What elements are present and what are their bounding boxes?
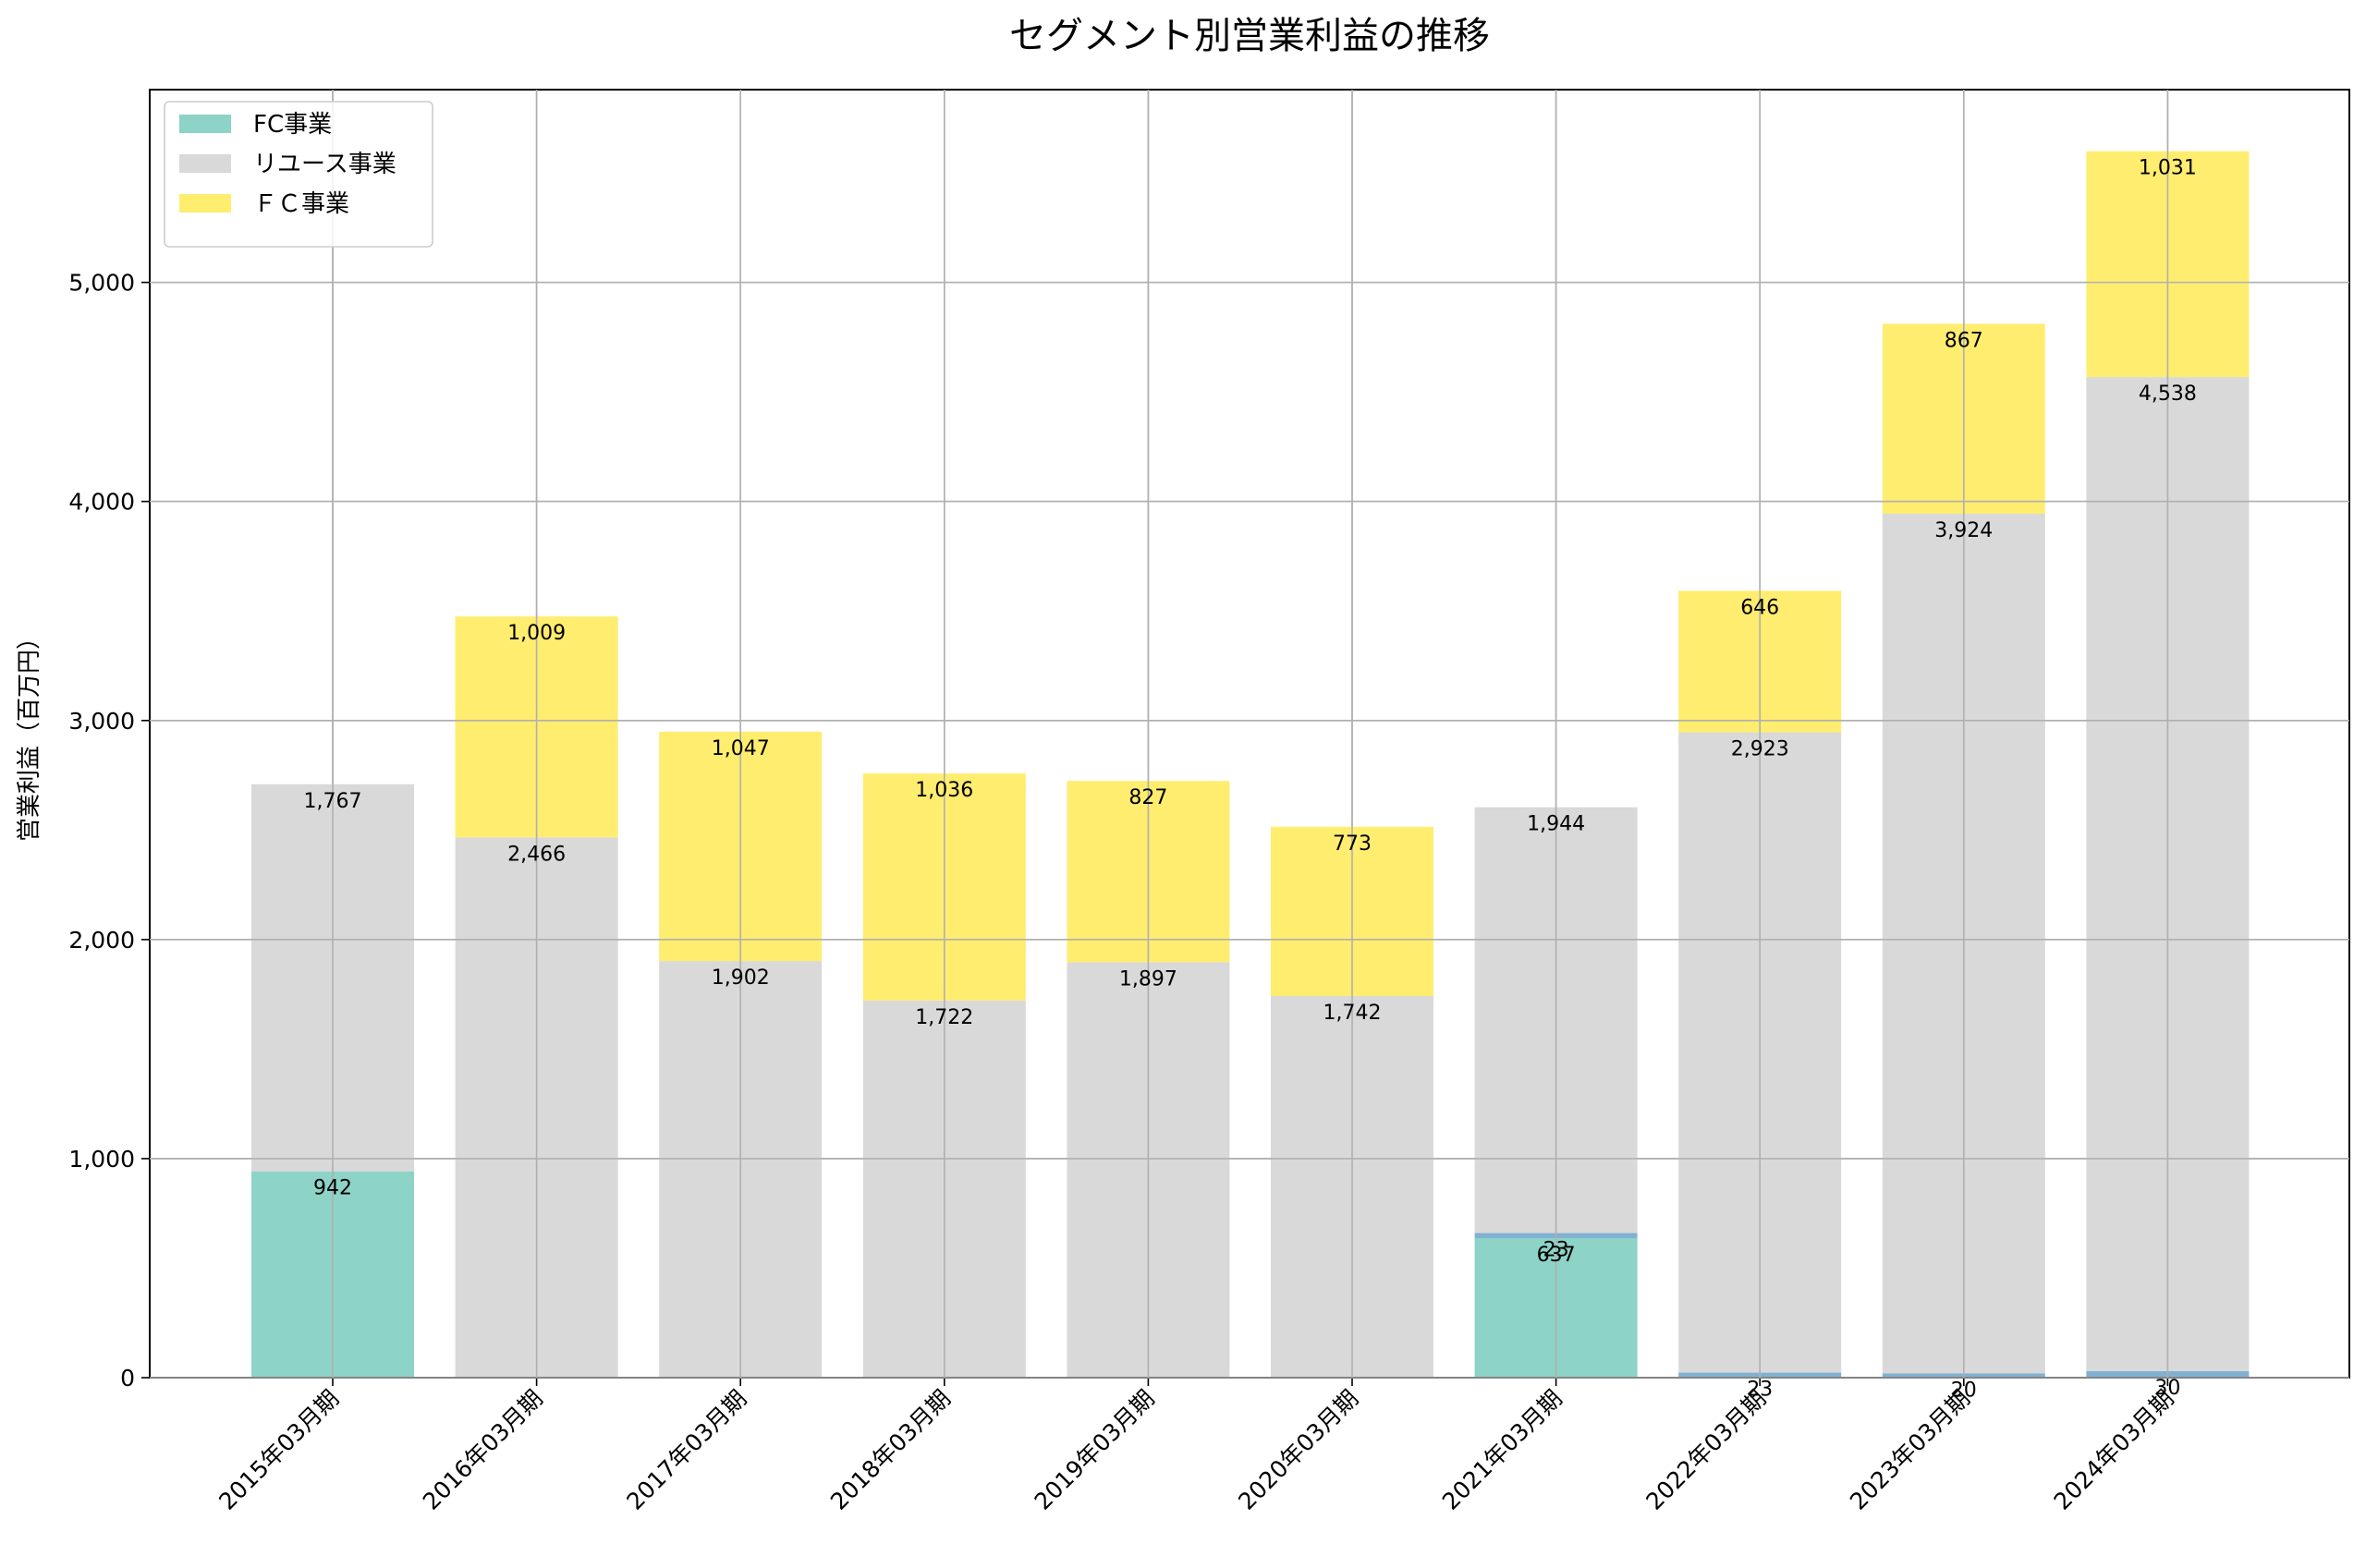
y-tick-label: 5,000 xyxy=(68,270,135,297)
legend-swatch xyxy=(179,194,231,213)
bar-value-label: 773 xyxy=(1333,833,1372,856)
bar-value-label: 1,944 xyxy=(1527,813,1585,836)
bar-value-label: 2,923 xyxy=(1731,738,1789,761)
bar-value-label: 1,722 xyxy=(915,1006,973,1029)
bar-value-label: 867 xyxy=(1945,329,1983,352)
legend-swatch xyxy=(179,154,231,173)
bar-value-label: 827 xyxy=(1128,786,1167,809)
y-tick-label: 3,000 xyxy=(68,708,135,735)
chart-title: セグメント別営業利益の推移 xyxy=(1009,15,1490,57)
bar-value-label: 646 xyxy=(1740,596,1779,619)
bar-value-label: 1,009 xyxy=(507,622,566,645)
grid-lines-overlay xyxy=(150,90,2349,1379)
bar-value-label: 637 xyxy=(1537,1244,1576,1267)
bar-value-label: 1,767 xyxy=(304,790,362,813)
bar-value-label: 942 xyxy=(313,1177,352,1200)
legend-box xyxy=(164,101,433,248)
bar-value-label: 20 xyxy=(1951,1379,1977,1402)
bar-value-label: 1,047 xyxy=(712,737,770,760)
bar-value-label: 1,036 xyxy=(915,779,973,802)
bar-value-label: 1,902 xyxy=(712,966,770,990)
bar-value-label: 1,031 xyxy=(2139,157,2197,180)
legend-label: ＦＣ事業 xyxy=(253,190,349,218)
bar-value-label: 23 xyxy=(1747,1379,1773,1402)
bar-value-label: 2,466 xyxy=(507,843,566,866)
y-axis-label: 営業利益（百万円） xyxy=(16,626,43,842)
bar-value-label: 30 xyxy=(2154,1377,2180,1400)
legend-label: FC事業 xyxy=(253,111,332,139)
bar-value-label: 1,742 xyxy=(1323,1002,1382,1025)
y-tick-label: 0 xyxy=(120,1365,135,1392)
bar-value-label: 4,538 xyxy=(2139,383,2197,406)
legend-label: リユース事業 xyxy=(253,151,396,178)
bar-value-label: 23 xyxy=(1543,1239,1569,1262)
y-tick-label: 2,000 xyxy=(68,927,135,954)
y-tick-label: 1,000 xyxy=(68,1146,135,1173)
bar-value-label: 3,924 xyxy=(1934,519,1993,542)
legend-swatch xyxy=(179,115,231,133)
bar-value-label: 1,897 xyxy=(1119,967,1177,991)
y-tick-label: 4,000 xyxy=(68,489,135,516)
